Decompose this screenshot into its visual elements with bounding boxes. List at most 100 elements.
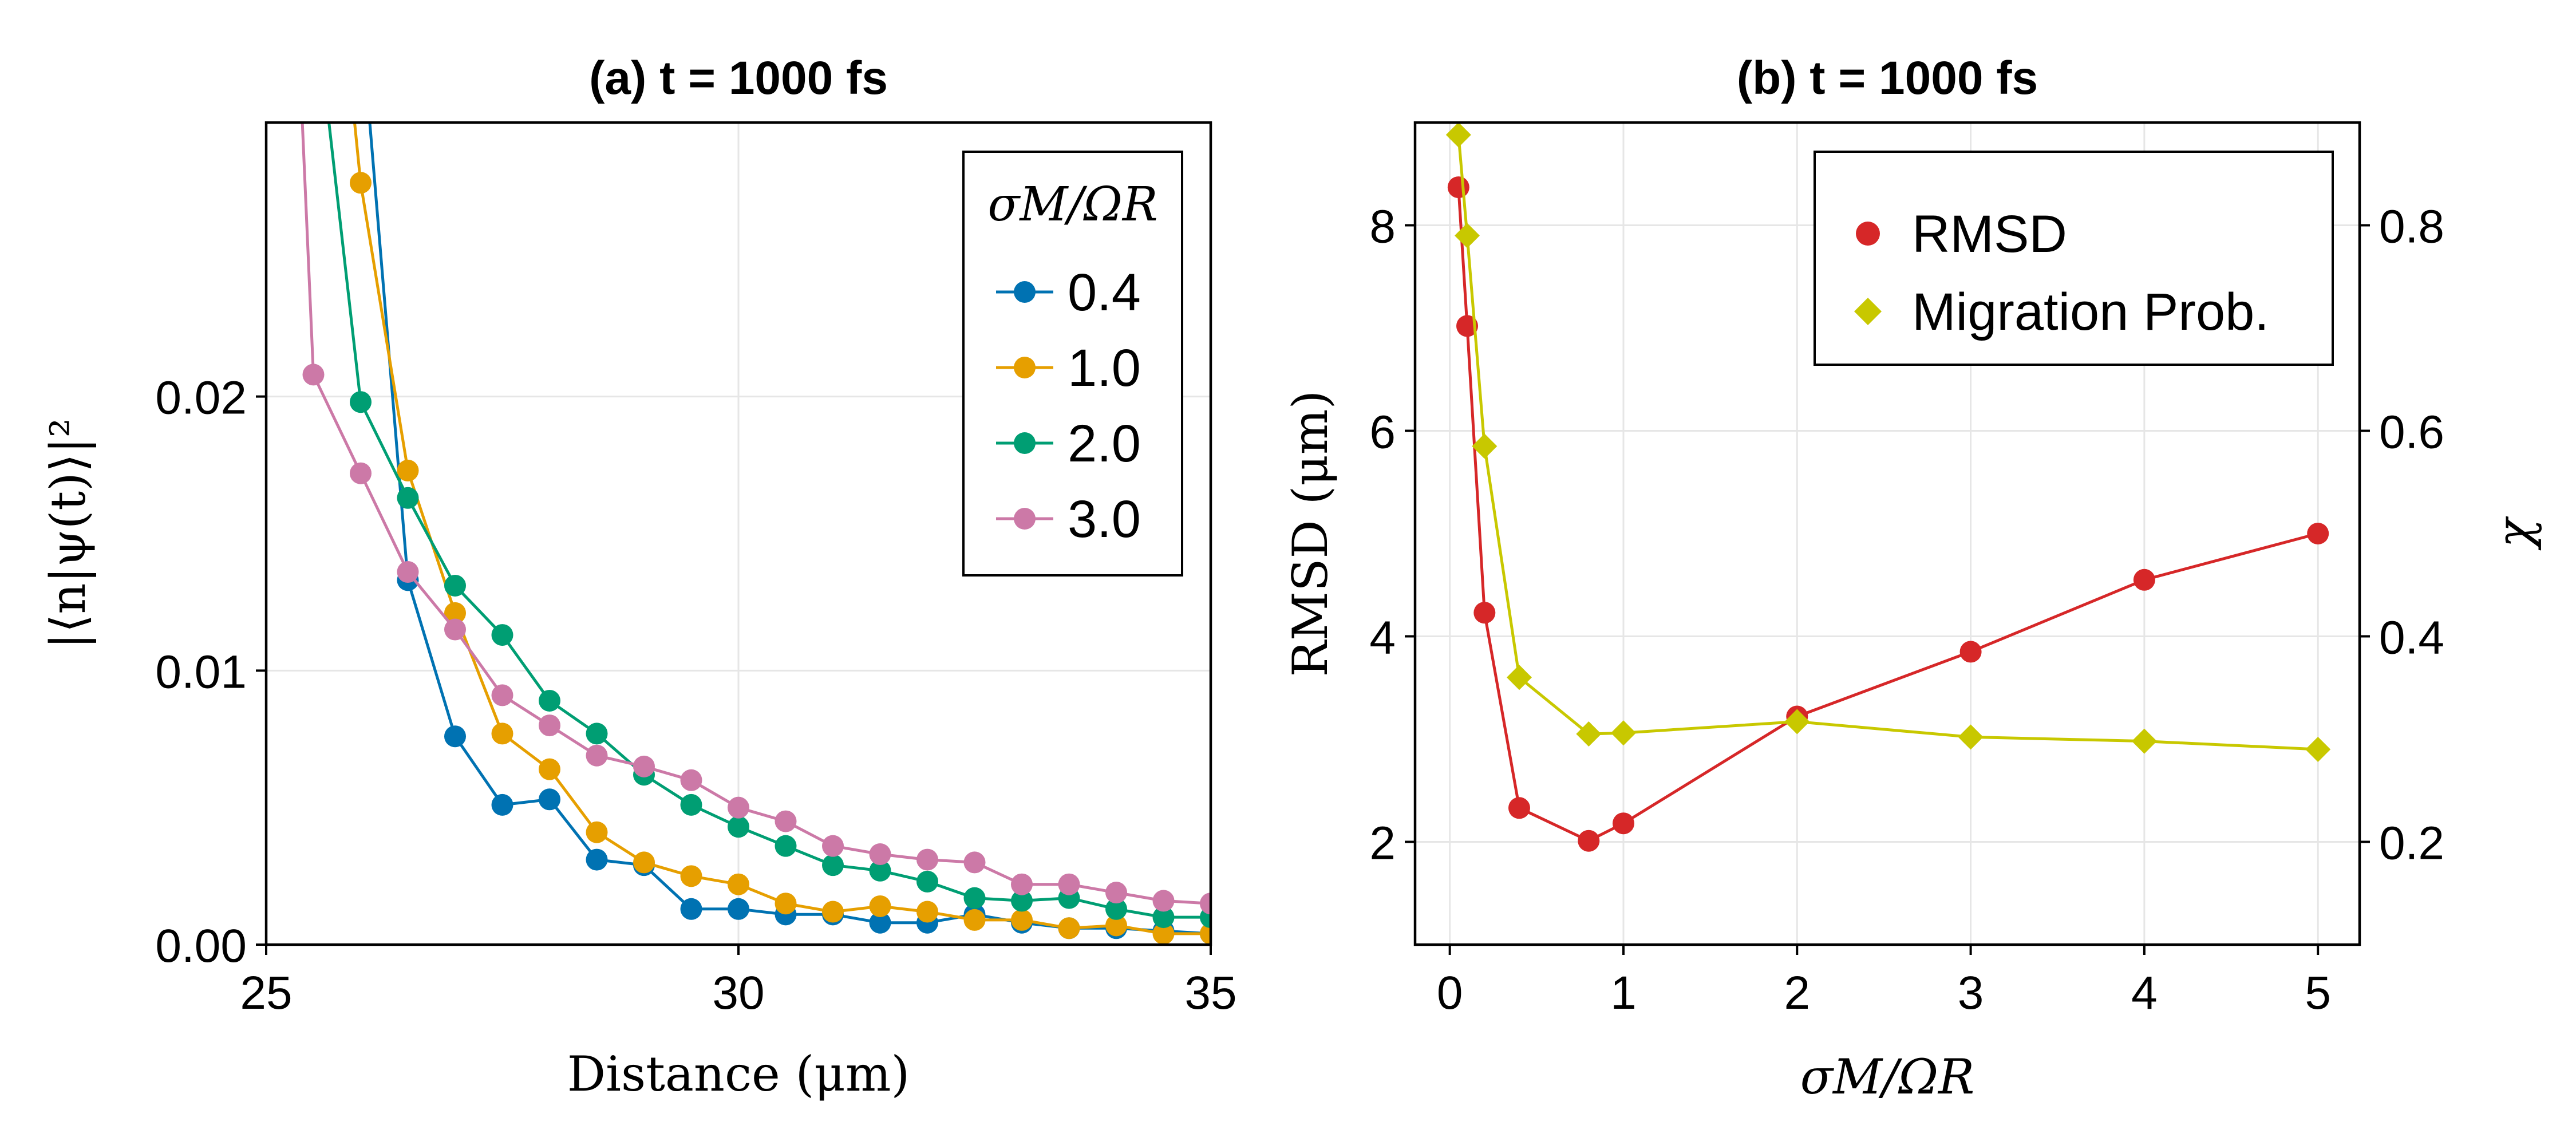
data-point <box>1456 315 1478 337</box>
data-point <box>1105 882 1127 904</box>
legend-marker <box>1014 281 1036 303</box>
data-point <box>1058 873 1080 895</box>
data-point <box>680 898 702 920</box>
data-point <box>539 714 560 737</box>
data-point <box>916 848 938 871</box>
data-point <box>350 462 372 484</box>
data-point <box>963 851 986 874</box>
data-point <box>775 893 797 915</box>
data-point <box>1610 720 1636 746</box>
data-point <box>1447 176 1469 199</box>
data-point <box>1152 922 1175 945</box>
series-line <box>1457 135 2318 751</box>
data-point <box>1011 873 1033 895</box>
data-point <box>728 816 749 838</box>
legend-label: 3.0 <box>1068 490 1141 548</box>
panel-b-y-ticks: 2 4 6 8 <box>1369 201 1415 870</box>
legend-marker <box>1854 298 1882 325</box>
legend-marker <box>1014 432 1036 454</box>
y-tick-label: 4 <box>1369 612 1396 664</box>
data-point <box>491 793 513 816</box>
data-point <box>539 788 560 811</box>
data-point <box>1472 433 1498 459</box>
data-point <box>350 391 372 413</box>
y2-tick-label: 0.2 <box>2379 818 2444 870</box>
data-point <box>916 901 938 923</box>
data-point <box>1152 906 1175 929</box>
panel-a-chart: (a) t = 1000 fs 25 30 35 0.00 0.01 0.02 Dist… <box>40 52 1237 1102</box>
y2-tick-label: 0.4 <box>2379 612 2444 664</box>
data-point <box>1454 223 1480 248</box>
y2-tick-label: 0.6 <box>2379 406 2444 459</box>
data-point <box>1784 709 1810 735</box>
panel-b-x-axis-label: σM/ΩR <box>1800 1049 1975 1105</box>
y-tick-label: 0.02 <box>155 372 247 424</box>
panel-a-x-ticks: 25 30 35 <box>240 945 1237 1019</box>
data-point <box>1152 890 1175 912</box>
data-point <box>397 561 419 583</box>
data-point <box>1200 893 1211 915</box>
legend-label: Migration Prob. <box>1912 283 2269 341</box>
data-point <box>1105 914 1127 937</box>
data-point <box>586 744 608 767</box>
data-point <box>680 769 702 791</box>
data-point <box>728 898 749 920</box>
data-point <box>397 487 419 509</box>
y-tick-label: 6 <box>1369 406 1396 459</box>
data-point <box>539 758 560 780</box>
panel-b-legend: RMSD Migration Prob. <box>1814 151 2334 366</box>
data-point <box>963 887 986 909</box>
panel-b-y-axis-label: RMSD (μm) <box>1282 390 1338 677</box>
legend-label: 1.0 <box>1068 339 1141 397</box>
panel-b-title: (b) t = 1000 fs <box>1737 52 2038 104</box>
panel-b-y2-ticks: 0.2 0.4 0.6 0.8 <box>2360 201 2444 870</box>
panel-b-chart: (b) t = 1000 fs 0 1 2 3 4 5 2 4 6 8 0.2 0.4 0.6 0.8… <box>1282 52 2561 1105</box>
x-tick-label: 1 <box>1610 967 1637 1019</box>
x-tick-label: 25 <box>240 967 292 1019</box>
x-tick-label: 0 <box>1437 967 1463 1019</box>
data-point <box>1506 665 1532 690</box>
y-tick-label: 0.00 <box>155 920 247 972</box>
data-point <box>444 725 466 748</box>
x-tick-label: 4 <box>2131 967 2158 1019</box>
data-point <box>444 602 466 624</box>
data-point <box>1058 917 1080 939</box>
data-point <box>586 722 608 745</box>
data-point <box>539 689 560 712</box>
data-point <box>633 851 655 874</box>
data-point <box>2133 568 2155 591</box>
data-point <box>822 901 844 923</box>
data-point <box>2307 523 2329 544</box>
panel-a-legend-title: σM/ΩR <box>987 177 1157 232</box>
data-point <box>869 895 891 917</box>
x-tick-label: 30 <box>712 967 764 1019</box>
panel-b-x-ticks: 0 1 2 3 4 5 <box>1437 945 2331 1019</box>
data-point <box>869 911 891 934</box>
legend-marker <box>1856 222 1880 246</box>
x-tick-label: 5 <box>2305 967 2331 1019</box>
data-point <box>491 684 513 706</box>
series-line <box>1457 187 2318 843</box>
panel-b-frame <box>1413 121 2361 946</box>
data-point <box>822 854 844 876</box>
panel-a-y-ticks: 0.00 0.01 0.02 <box>155 372 266 972</box>
data-point <box>1612 812 1634 835</box>
y-tick-label: 0.01 <box>155 646 247 698</box>
y-tick-label: 8 <box>1369 201 1396 253</box>
data-point <box>728 796 749 819</box>
data-point <box>2131 728 2157 754</box>
data-point <box>775 810 797 832</box>
data-point <box>1473 602 1496 624</box>
data-point <box>1105 898 1127 920</box>
data-point <box>1958 724 1984 750</box>
panel-b-y2-axis-label: χ <box>2504 516 2561 551</box>
data-point <box>869 843 891 866</box>
panel-a-title: (a) t = 1000 fs <box>589 52 888 104</box>
data-point <box>822 835 844 857</box>
y-tick-label: 2 <box>1369 818 1396 870</box>
x-tick-label: 3 <box>1958 967 1984 1019</box>
legend-marker <box>1014 357 1036 378</box>
x-tick-label: 35 <box>1184 967 1236 1019</box>
data-point <box>444 574 466 597</box>
